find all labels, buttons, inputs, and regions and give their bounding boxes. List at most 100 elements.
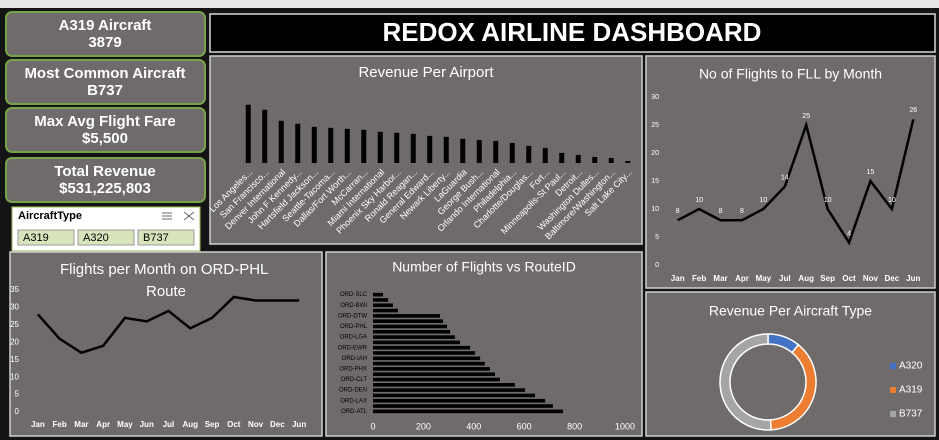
y-tick-label: ORD-DTW [338, 313, 367, 319]
y-tick-label: 20 [10, 337, 19, 346]
y-tick-label: 5 [655, 234, 659, 241]
bar [373, 329, 451, 334]
y-tick-label: ORD-CLT [341, 377, 368, 383]
line [677, 119, 915, 246]
bar [278, 120, 284, 163]
chart-panel [9, 251, 323, 437]
bar [373, 308, 398, 313]
y-tick-label: 0 [15, 407, 20, 416]
x-tick-label: 200 [416, 421, 431, 431]
bar [373, 398, 546, 403]
bar [373, 393, 536, 398]
bar [373, 292, 384, 297]
bar [373, 335, 455, 339]
slicer-button[interactable] [17, 229, 75, 246]
bar [373, 345, 471, 350]
y-tick-label: 25 [651, 122, 659, 129]
chart-title: No of Flights to FLL by Month [699, 66, 882, 82]
x-tick-label: Sep [205, 420, 220, 429]
bar [575, 154, 581, 163]
data-label: 10 [824, 197, 832, 204]
bar [559, 152, 565, 163]
x-tick-label: May [117, 420, 133, 429]
line [36, 295, 300, 355]
y-tick-label: ORD-ATL [341, 409, 368, 415]
bar [295, 123, 301, 163]
dashboard-title: REDOX AIRLINE DASHBOARD [383, 17, 762, 47]
x-tick-label: Apr [735, 274, 749, 283]
bar [377, 131, 383, 163]
legend-swatch [890, 387, 896, 393]
kpi-label: Max Avg Flight Fare [34, 113, 175, 130]
data-label: 25 [802, 113, 810, 120]
legend-label: A320 [899, 361, 923, 372]
chart-title: Flights per Month on ORD-PHL Route [60, 261, 272, 300]
data-label: 15 [867, 169, 875, 176]
kpi-value: $531,225,803 [59, 180, 151, 197]
bar [373, 298, 389, 302]
y-tick-label: 20 [651, 150, 659, 157]
legend-swatch [890, 411, 896, 417]
slicer-icons [162, 211, 195, 221]
bar [592, 156, 598, 163]
x-tick-label: Jul [163, 420, 175, 429]
kpi-card [5, 157, 206, 203]
bar [373, 324, 448, 329]
data-label: 14 [781, 174, 789, 181]
sheet-header [0, 0, 939, 8]
chart-title: Number of Flights vs RouteID [392, 259, 576, 275]
x-tick-label: Apr [96, 420, 110, 429]
x-tick-label: Feb [53, 420, 67, 429]
y-tick-label: 35 [10, 285, 19, 294]
bar [311, 126, 317, 163]
kpi-value: $5,500 [82, 130, 128, 147]
x-tick-label: Aug [798, 274, 814, 283]
bar [373, 356, 481, 361]
bar [373, 351, 476, 355]
x-tick-label: Jun [140, 420, 154, 429]
bar [476, 139, 482, 163]
bar [410, 133, 416, 163]
chart-title: Revenue Per Airport [358, 64, 494, 81]
data-label: 8 [740, 208, 744, 215]
bar [373, 372, 495, 377]
bar [245, 104, 251, 163]
data-label: 4 [847, 230, 851, 237]
kpi-value: B737 [87, 82, 123, 99]
x-tick-label: Nov [248, 420, 264, 429]
x-tick-label: 0 [370, 421, 375, 431]
y-tick-label: ORD-DEN [339, 388, 367, 394]
slicer-button-label: A320 [83, 232, 109, 244]
kpi-card [5, 59, 206, 105]
y-tick-label: ORD-IAH [342, 356, 367, 362]
y-tick-label: 10 [651, 206, 659, 213]
y-tick-label: ORD-LAX [340, 398, 367, 404]
x-tick-label: 400 [466, 421, 481, 431]
pie-segment [719, 333, 772, 431]
slicer-button[interactable] [137, 229, 195, 246]
bar [361, 129, 367, 163]
y-tick-label: ORD-SLC [340, 292, 368, 298]
y-tick-label: ORD-EWR [338, 345, 368, 351]
x-tick-label: Jun [292, 420, 306, 429]
x-tick-label: Jan [31, 420, 45, 429]
bar [443, 136, 449, 163]
x-tick-label: Oct [842, 274, 856, 283]
bar [373, 303, 393, 308]
data-label: 8 [676, 208, 680, 215]
x-tick-label: Jun [906, 274, 920, 283]
bar [493, 140, 499, 163]
kpi-label: Most Common Aircraft [24, 65, 185, 82]
legend-label: B737 [899, 409, 923, 420]
data-label: 10 [695, 197, 703, 204]
x-tick-label: Feb [692, 274, 706, 283]
x-tick-label: Mar [74, 420, 88, 429]
y-tick-label: 25 [10, 320, 19, 329]
data-label: 10 [888, 197, 896, 204]
x-tick-label: Dec [885, 274, 900, 283]
slicer-button[interactable] [77, 229, 135, 246]
y-tick-label: ORD-PHX [339, 366, 367, 372]
x-tick-label: 800 [567, 421, 582, 431]
y-tick-label: ORD-PHL [340, 324, 368, 330]
